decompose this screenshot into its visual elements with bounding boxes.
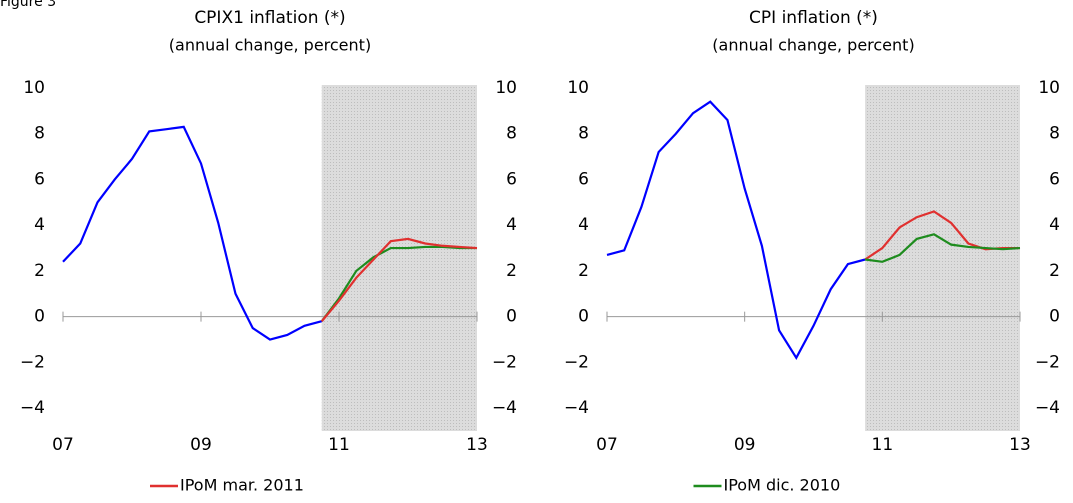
y2-tick-label: 10 <box>1038 78 1060 98</box>
y-tick-label: −2 <box>564 352 589 372</box>
series-line <box>320 237 478 322</box>
x-tick-label: 11 <box>872 435 894 455</box>
y2-tick-label: 10 <box>495 78 517 98</box>
y-tick-label: 4 <box>34 215 45 235</box>
y-tick-label: 10 <box>567 78 589 98</box>
y-tick-label: 10 <box>23 78 45 98</box>
chart-subtitle: (annual change, percent) <box>169 36 371 55</box>
y-tick-label: 0 <box>578 307 589 327</box>
y2-tick-label: 0 <box>506 307 517 327</box>
series-line <box>864 233 1021 263</box>
y2-tick-label: 2 <box>1049 261 1060 281</box>
y2-tick-label: 4 <box>1049 215 1060 235</box>
series-line <box>62 125 323 341</box>
series-line <box>320 245 477 322</box>
figure-label: Figure 3 <box>0 0 56 10</box>
y-tick-label: 2 <box>578 261 589 281</box>
y2-tick-label: 6 <box>506 169 517 189</box>
x-tick-label: 07 <box>52 435 74 455</box>
y2-tick-label: −2 <box>492 352 517 372</box>
y-tick-label: 0 <box>34 307 45 327</box>
y-tick-label: 6 <box>578 169 589 189</box>
x-tick-label: 09 <box>190 435 212 455</box>
x-tick-label: 13 <box>466 435 488 455</box>
chart-title: CPI inflation (*) <box>749 8 878 28</box>
chart-title: CPIX1 inflation (*) <box>194 8 345 28</box>
forecast-shade <box>865 85 1020 431</box>
y2-tick-label: 6 <box>1049 169 1060 189</box>
y-tick-label: 6 <box>34 169 45 189</box>
x-tick-label: 11 <box>328 435 350 455</box>
y-tick-label: −4 <box>20 398 45 418</box>
y-tick-label: −2 <box>20 352 45 372</box>
legend-label: IPoM mar. 2011 <box>180 476 304 495</box>
y-tick-label: 4 <box>578 215 589 235</box>
y-tick-label: −4 <box>564 398 589 418</box>
x-tick-label: 07 <box>596 435 618 455</box>
y2-tick-label: −4 <box>1035 398 1060 418</box>
y2-tick-label: −2 <box>1035 352 1060 372</box>
forecast-shade <box>321 85 477 431</box>
y2-tick-label: 2 <box>506 261 517 281</box>
chart-subtitle: (annual change, percent) <box>712 36 914 55</box>
y-tick-label: 2 <box>34 261 45 281</box>
y-tick-label: 8 <box>578 124 589 144</box>
x-tick-label: 13 <box>1009 435 1031 455</box>
y-tick-label: 8 <box>34 124 45 144</box>
series-line <box>606 100 866 361</box>
y2-tick-label: 0 <box>1049 307 1060 327</box>
y2-tick-label: 4 <box>506 215 517 235</box>
y2-tick-label: −4 <box>492 398 517 418</box>
x-tick-label: 09 <box>734 435 756 455</box>
y2-tick-label: 8 <box>506 124 517 144</box>
legend-label: IPoM dic. 2010 <box>724 476 841 495</box>
y2-tick-label: 8 <box>1049 124 1060 144</box>
